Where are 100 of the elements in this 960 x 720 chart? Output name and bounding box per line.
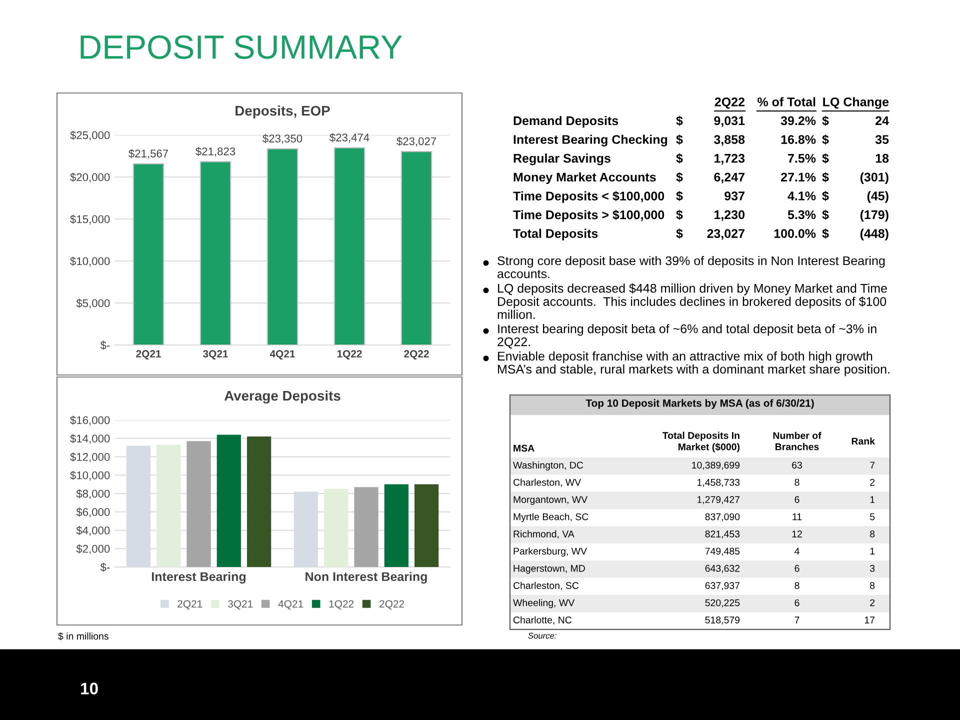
category-label: Wheeling, WV — [513, 599, 575, 608]
text: 8 — [794, 478, 800, 486]
category-label: Demand Deposits — [514, 116, 618, 128]
legend-label: 4Q21 — [278, 600, 304, 610]
text: 1,279,427 — [697, 496, 740, 504]
text: Strong core deposit base with 39% of deposits in Non Interest Bearing accounts. — [498, 256, 885, 278]
text: 2 — [870, 599, 875, 606]
text: 637,937 — [705, 582, 740, 590]
text: 6 — [794, 564, 800, 572]
text: $ 9,031 — [676, 116, 745, 127]
y-tick-label: $16,000 — [70, 416, 110, 426]
text: 821,453 — [705, 530, 740, 539]
text: $ in millions — [58, 632, 108, 640]
y-tick-label: $20,000 — [70, 172, 110, 182]
y-tick-label: $10,000 — [70, 256, 110, 266]
category-label: Charleston, SC — [513, 582, 579, 590]
category-label: Richmond, VA — [514, 530, 574, 539]
text: LQ deposits decreased $448 million driven by Money Market and Time Deposit accounts. This includes declines in brokered deposits of $100 million. — [498, 283, 887, 319]
text: 1 — [870, 496, 875, 503]
category-label: Time Deposits > $100,000 — [513, 210, 664, 222]
text: 1,458,733 — [697, 478, 740, 487]
bar — [200, 161, 232, 345]
text: 7 — [794, 616, 800, 624]
bar — [216, 434, 241, 567]
text: 4.1% — [788, 192, 816, 200]
text: 10,389,699 — [692, 462, 740, 470]
text: $ (179) — [822, 210, 888, 222]
y-tick-label: $25,000 — [70, 130, 110, 140]
text: $ 1,723 — [676, 153, 745, 165]
text: $ (301) — [822, 172, 888, 184]
data-label: $21,823 — [196, 146, 236, 157]
text: 518,579 — [705, 616, 740, 625]
text: Top 10 Deposit Markets by MSA (as of 6/30/21) — [586, 399, 814, 409]
legend-label: 3Q21 — [228, 600, 253, 610]
category-label: Number of Branches — [773, 432, 822, 450]
text: 39.2% — [780, 116, 816, 126]
y-tick-label: $10,000 — [70, 470, 110, 481]
text: 4 — [794, 548, 800, 555]
y-tick-label: $6,000 — [76, 508, 110, 518]
chart-title: Deposits, EOP — [236, 105, 330, 118]
category-label: Rank — [852, 437, 876, 445]
text: 17 — [864, 616, 875, 624]
y-tick-label: $15,000 — [70, 214, 110, 224]
category-label: Total Deposits — [513, 228, 598, 240]
category-label: % of Total — [758, 97, 816, 106]
text: $ 35 — [822, 134, 889, 145]
text: $ (45) — [822, 190, 888, 203]
text: $ 24 — [822, 116, 889, 126]
text: Interest bearing deposit beta of ~6% and total deposit beta of ~3% in 2Q22. — [498, 324, 876, 348]
data-label: $21,567 — [128, 149, 168, 159]
category-label: Interest Bearing Checking — [514, 134, 668, 146]
bar — [156, 444, 181, 567]
bar — [132, 163, 164, 345]
text: $ (448) — [822, 228, 888, 240]
y-tick-label: $2,000 — [76, 544, 110, 554]
text: 8 — [870, 582, 875, 590]
bar — [324, 488, 348, 567]
source-note: Source: — [528, 632, 556, 639]
bar — [246, 436, 272, 567]
category-label: Total Deposits In Market ($000) — [662, 432, 740, 452]
text: 12 — [792, 530, 802, 538]
category-label: Charlotte, NC — [513, 616, 572, 625]
text: 10 — [81, 682, 98, 694]
legend-label: 1Q22 — [329, 600, 354, 610]
category-label: Parkersburg, WV — [514, 547, 587, 557]
y-tick-label: $12,000 — [70, 452, 110, 462]
text: 6 — [794, 599, 800, 606]
text: 8 — [794, 582, 800, 590]
text: 11 — [792, 513, 802, 520]
text: 27.1% — [780, 172, 816, 182]
bar — [414, 484, 439, 567]
category-label: 2Q22 — [714, 98, 744, 109]
category-label: Money Market Accounts — [514, 172, 656, 184]
chart-title: Average Deposits — [224, 390, 340, 404]
text: 3 — [870, 564, 875, 572]
x-tick-label: 3Q21 — [203, 350, 228, 360]
text: 7.5% — [788, 154, 816, 163]
text: Enviable deposit franchise with an attractive mix of both high growth MSA’s and stable, rural markets with a dominant market share position. — [498, 351, 890, 376]
category-label: Charleston, WV — [513, 478, 582, 487]
category-label: Hagerstown, MD — [514, 565, 585, 574]
text: 5 — [870, 513, 875, 520]
text: MSA — [514, 444, 534, 452]
text: $ 1,230 — [676, 210, 744, 221]
text: $ 3,858 — [676, 134, 745, 146]
text: 643,632 — [705, 564, 740, 573]
text: 2 — [870, 478, 875, 486]
bar — [334, 147, 366, 345]
text: $ 6,247 — [676, 172, 744, 184]
legend-label: 2Q22 — [380, 600, 404, 610]
data-label: $23,350 — [262, 134, 302, 144]
text: 63 — [792, 462, 802, 469]
data-label: $23,474 — [330, 133, 370, 143]
y-tick-label: $5,000 — [76, 298, 110, 308]
category-label: LQ Change — [823, 97, 889, 109]
text: $ 23,027 — [676, 228, 744, 240]
text: 16.8% — [781, 135, 816, 144]
bar — [186, 441, 211, 567]
text: $ 937 — [676, 190, 744, 202]
text: 8 — [870, 530, 875, 538]
x-tick-label: 2Q22 — [404, 350, 429, 360]
